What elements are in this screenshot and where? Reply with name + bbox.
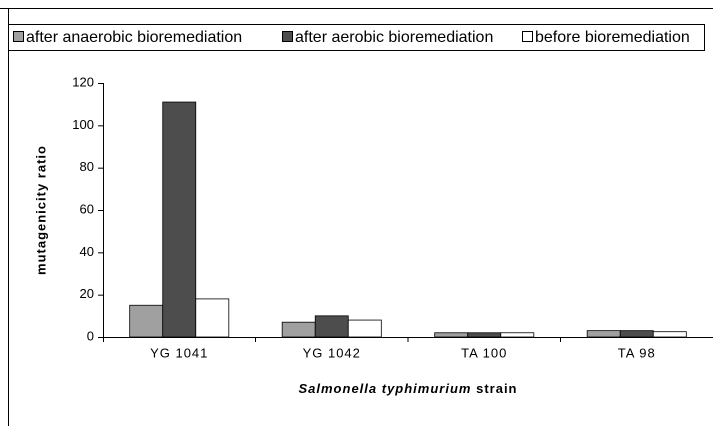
legend-swatch [282, 31, 293, 42]
bar [281, 321, 316, 338]
bar [652, 331, 687, 338]
x-axis-title: Salmonella typhimurium strain [298, 381, 517, 396]
bar [129, 304, 164, 338]
bar [586, 330, 621, 338]
bar [162, 101, 197, 338]
legend-label: after anaerobic bioremediation [26, 29, 242, 46]
legend-label: before bioremediation [535, 29, 690, 46]
y-tick-label: 80 [80, 159, 94, 174]
bar [347, 319, 382, 338]
y-tick-label: 120 [72, 74, 94, 89]
legend-box [8, 24, 705, 51]
bar [467, 332, 502, 338]
y-tick-label: 40 [80, 244, 94, 259]
x-axis-title-rest: strain [476, 381, 517, 396]
x-tick-label: TA 98 [618, 345, 656, 360]
y-tick-label: 60 [80, 201, 94, 216]
y-tick-label: 100 [72, 117, 94, 132]
legend-swatch [522, 31, 533, 42]
legend-swatch [13, 31, 24, 42]
bar [434, 332, 469, 338]
x-tick-label: TA 100 [461, 345, 507, 360]
y-tick-label: 0 [87, 328, 94, 343]
x-tick-label: YG 1041 [150, 345, 208, 360]
x-tick-label: YG 1042 [303, 345, 361, 360]
bar [500, 332, 535, 338]
bar [195, 298, 230, 338]
bar [619, 330, 654, 338]
y-tick-label: 20 [80, 286, 94, 301]
bar [314, 315, 349, 338]
y-axis-title: mutagenicity ratio [33, 145, 48, 275]
x-axis-title-species: Salmonella typhimurium [298, 381, 471, 396]
legend-label: after aerobic bioremediation [295, 29, 493, 46]
